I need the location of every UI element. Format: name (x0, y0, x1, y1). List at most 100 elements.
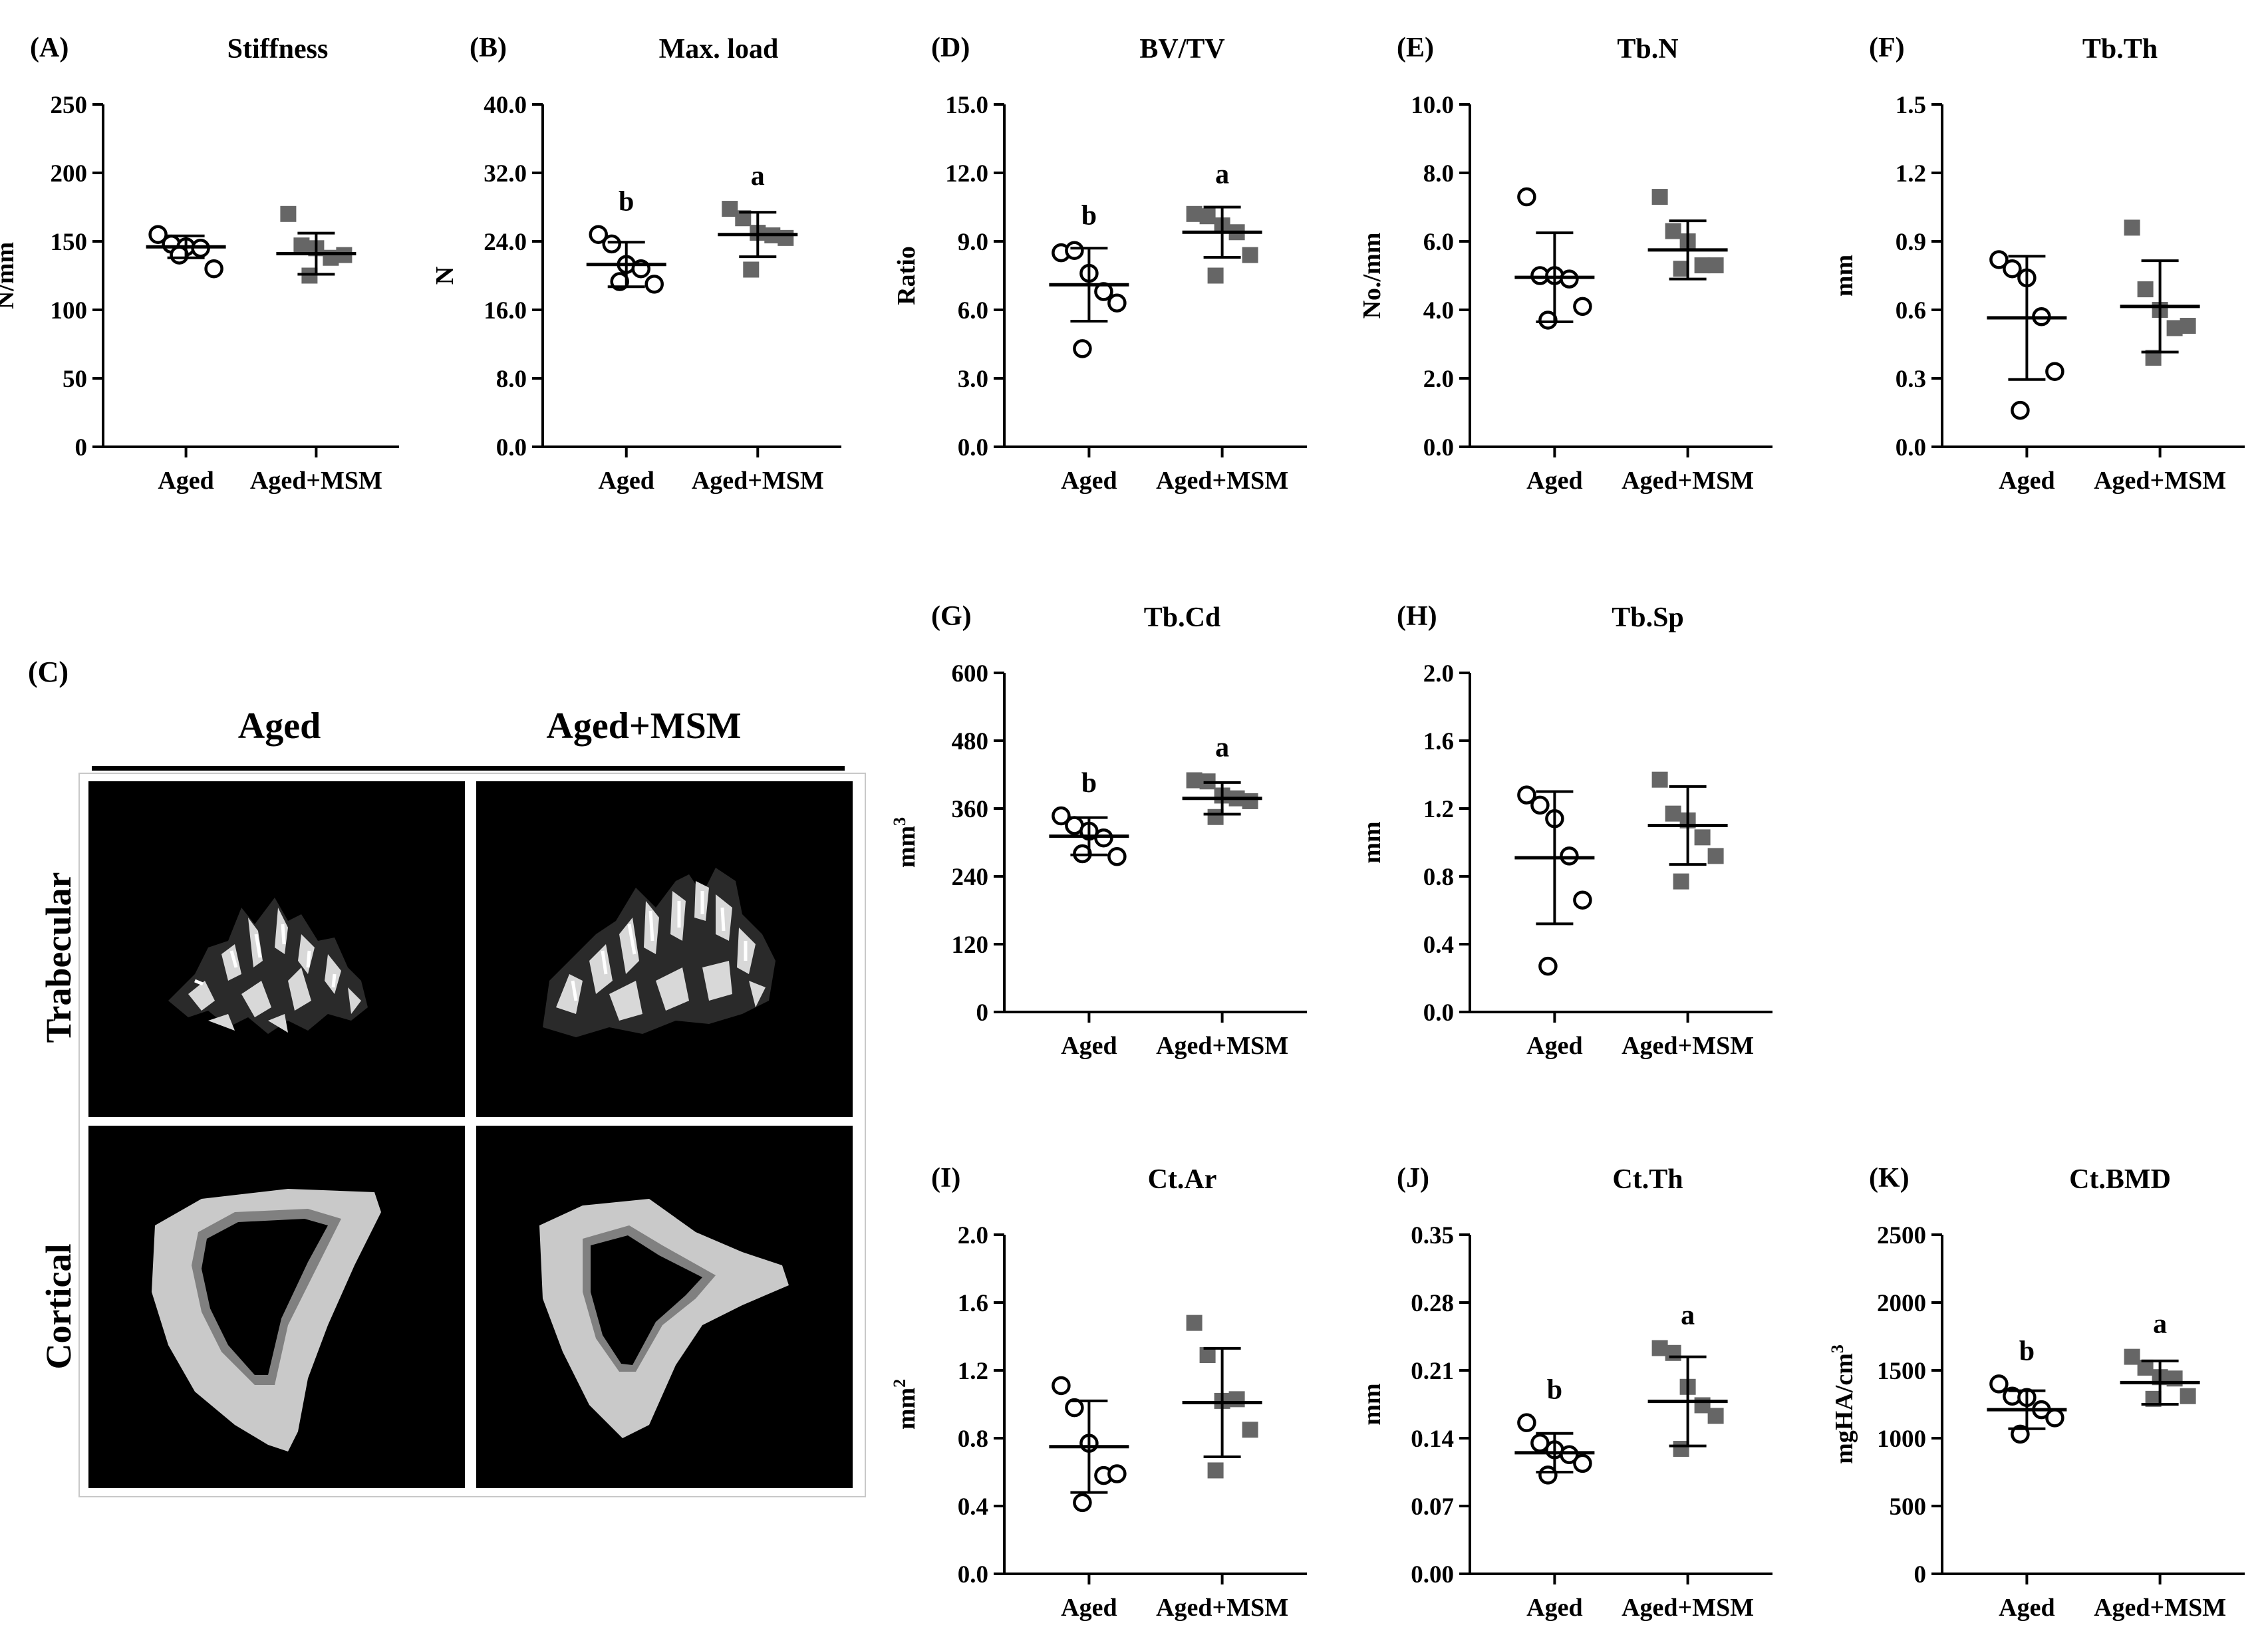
data-point-aged (1573, 297, 1592, 316)
y-tick-label: 0.28 (1411, 1290, 1454, 1317)
data-point-aged (1107, 1464, 1127, 1483)
data-point-aged (1073, 339, 1092, 358)
data-point-aged (1989, 1374, 2009, 1394)
significance-letter: a (1681, 1300, 1695, 1330)
data-point-aged-msm (1651, 771, 1668, 788)
y-tick-label: 2.0 (958, 1222, 988, 1249)
x-tick-label: Aged+MSM (1156, 1032, 1288, 1060)
x-tick-label: Aged+MSM (2094, 1594, 2226, 1622)
data-point-aged (1538, 956, 1558, 976)
y-tick-label: 12.0 (945, 160, 988, 188)
y-tick-label: 1.2 (958, 1358, 988, 1385)
y-tick-label: 2000 (1877, 1290, 1926, 1317)
y-tick-label: 600 (952, 660, 989, 688)
data-point-aged-msm (1707, 848, 1724, 864)
y-tick-label: 500 (1890, 1493, 1927, 1521)
x-tick-label: Aged (1526, 1594, 1582, 1622)
data-point-aged (2011, 400, 2030, 420)
panel-i: (I) Ct.Ar 0.0 0.4 0.8 1.2 1.6 2.0 mm2 Aged Aged+MS… (890, 1163, 1307, 1622)
x-tick-label: Aged (1526, 467, 1582, 495)
y-tick-label: 50 (63, 366, 87, 393)
y-axis-label-base: mm (893, 826, 921, 868)
significance-letter: a (2153, 1309, 2167, 1340)
image-trabecular-aged (88, 781, 465, 1117)
x-tick-label: Aged (1061, 1594, 1117, 1622)
data-point-aged-msm (1186, 1315, 1203, 1331)
y-tick-label: 32.0 (484, 160, 527, 188)
data-point-aged (1073, 1493, 1092, 1513)
y-tick-label: 3.0 (958, 366, 988, 393)
data-point-aged (2011, 1424, 2030, 1444)
y-axis-label: mm (1358, 1383, 1386, 1425)
panel-c-column-aged-msm: Aged+MSM (546, 705, 742, 747)
chart-title: Tb.N (1617, 34, 1678, 64)
y-axis-label: N/mm (0, 242, 19, 309)
panel-letter: (E) (1397, 33, 1434, 63)
chart-title: Tb.Th (2082, 34, 2158, 64)
data-point-aged-msm (2124, 219, 2140, 236)
y-tick-label: 2.0 (1423, 660, 1454, 688)
x-tick-label: Aged (1526, 1032, 1582, 1060)
panel-k: (K) Ct.BMD 0 500 1000 1500 2000 2500 mgHA/cm3 Age… (1828, 1163, 2245, 1622)
y-axis-label: mm (1830, 255, 1858, 297)
significance-letter: b (1547, 1375, 1562, 1406)
data-point-aged (1530, 1434, 1550, 1453)
chart-title: BV/TV (1139, 34, 1224, 64)
data-point-aged (148, 225, 168, 244)
y-tick-label: 360 (952, 796, 989, 823)
y-tick-label: 1500 (1877, 1358, 1926, 1385)
y-axis-label-base: mgHA/cm (1830, 1353, 1858, 1464)
data-point-aged (589, 225, 608, 244)
panel-a: (A) Stiffness 0 50 100 150 200 250 N/mm Aged Aged+… (0, 33, 399, 495)
chart-title: Tb.Sp (1612, 602, 1684, 633)
data-point-aged (2003, 259, 2022, 279)
chart-title: Ct.Ar (1148, 1164, 1217, 1195)
data-point-aged (1052, 806, 1071, 826)
x-tick-label: Aged+MSM (1622, 467, 1754, 495)
data-point-aged-msm (1199, 1347, 1216, 1364)
panel-letter: (D) (931, 33, 970, 63)
data-point-aged (1573, 890, 1592, 910)
x-tick-label: Aged+MSM (250, 467, 382, 495)
data-point-aged-msm (1665, 223, 1681, 239)
data-point-aged-msm (1707, 257, 1724, 274)
y-tick-label: 0.8 (958, 1426, 988, 1453)
y-tick-label: 0.0 (958, 434, 988, 461)
y-axis-label-base: mm (893, 1388, 921, 1430)
significance-letter: a (751, 161, 765, 191)
panel-j: (J) Ct.Th 0.00 0.07 0.14 0.21 0.28 0.35 mm Aged b A… (1358, 1163, 1772, 1622)
y-tick-label: 2500 (1877, 1222, 1926, 1249)
data-point-aged (2045, 362, 2064, 381)
x-tick-label: Aged (158, 467, 213, 495)
cortical-aged-render (152, 1189, 381, 1451)
data-point-aged-msm (778, 229, 794, 246)
y-tick-label: 0 (976, 999, 989, 1027)
panel-c-letter: (C) (28, 656, 69, 688)
panel-b: (B) Max. load 0.0 8.0 16.0 24.0 32.0 40.0 N Aged b… (431, 33, 841, 495)
y-axis-label: Ratio (893, 246, 921, 305)
data-point-aged (1107, 847, 1127, 866)
panel-letter: (H) (1397, 601, 1437, 632)
significance-letter: b (1081, 200, 1097, 231)
data-point-aged (602, 234, 621, 254)
y-tick-label: 0.0 (1423, 434, 1454, 461)
image-cortical-aged (88, 1126, 465, 1488)
y-tick-label: 9.0 (958, 229, 988, 256)
data-point-aged (1560, 269, 1579, 289)
panel-letter: (B) (470, 33, 507, 63)
data-point-aged (1989, 250, 2009, 269)
x-tick-label: Aged (598, 467, 654, 495)
y-axis-label: mgHA/cm3 (1828, 1344, 1858, 1464)
panel-letter: (F) (1869, 33, 1905, 63)
x-tick-label: Aged+MSM (692, 467, 824, 495)
y-tick-label: 480 (952, 728, 989, 755)
data-point-aged (1573, 1453, 1592, 1473)
data-point-aged (204, 259, 223, 279)
x-tick-label: Aged+MSM (2094, 467, 2226, 495)
image-cortical-aged-msm (476, 1126, 853, 1488)
panel-g: (G) Tb.Cd 0 120 240 360 480 600 mm3 Aged b Aged+MSM… (890, 601, 1307, 1060)
y-tick-label: 1.6 (1423, 728, 1454, 755)
data-point-aged-msm (1199, 208, 1216, 225)
